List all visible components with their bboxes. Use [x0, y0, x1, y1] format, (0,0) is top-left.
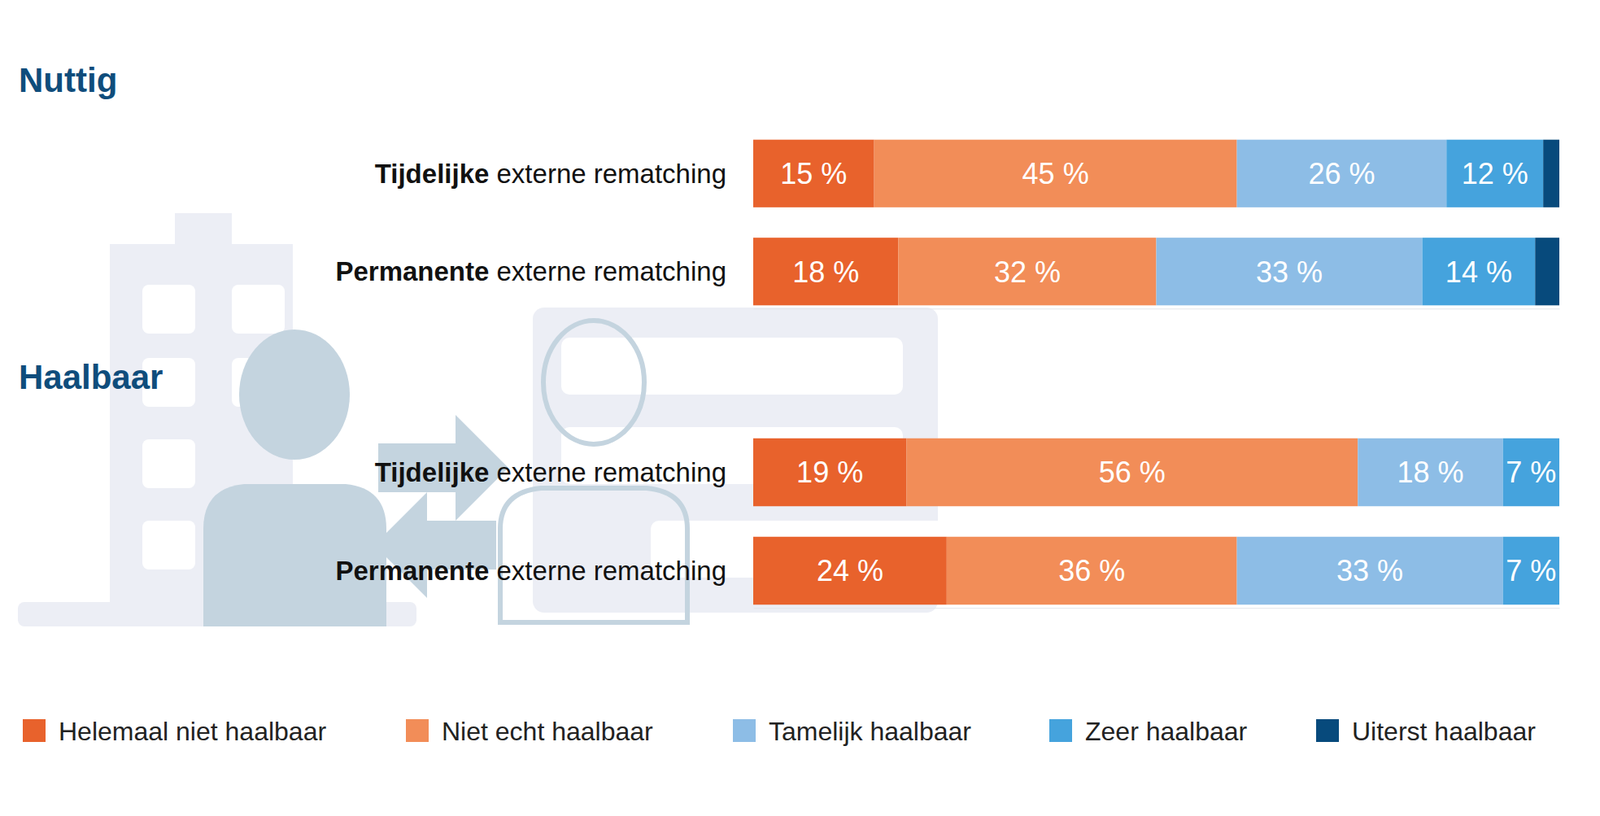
- legend-label: Zeer haalbaar: [1085, 716, 1248, 746]
- bar-segment: [906, 438, 1358, 506]
- legend-label: Tamelijk haalbaar: [768, 716, 972, 746]
- bar-segment: [1357, 438, 1503, 506]
- legend-swatch: [1049, 719, 1073, 742]
- background-illustration: [17, 213, 993, 627]
- bar-segment: [753, 438, 907, 506]
- legend-item: Zeer haalbaar: [1049, 716, 1248, 746]
- document-line: [561, 337, 903, 395]
- legend-swatch: [1316, 719, 1339, 742]
- data-label: 32 %: [994, 255, 1061, 289]
- bar-segment: [1237, 536, 1504, 605]
- x-axis: [754, 607, 1561, 609]
- category-label: Permanente externe rematching: [335, 256, 727, 287]
- bar-segment: [1503, 438, 1560, 506]
- legend-item: Uiterst haalbaar: [1316, 716, 1536, 746]
- category-label: Permanente externe rematching: [335, 555, 727, 586]
- data-label: 18 %: [792, 255, 859, 289]
- data-label: 26 %: [1307, 156, 1375, 191]
- legend-label: Niet echt haalbaar: [441, 716, 654, 746]
- bar-segment: [1534, 237, 1560, 306]
- bar-segment: [753, 536, 947, 605]
- category-label: Tijdelijke externe rematching: [374, 457, 727, 488]
- person-head: [239, 329, 350, 460]
- bar-segment: [1503, 536, 1560, 605]
- legend-item: Tamelijk haalbaar: [732, 716, 972, 746]
- bar-segment: [753, 139, 875, 208]
- data-labels: 15 % 45 % 26 % 12 % 18 % 32 % 33 % 14 %: [780, 156, 1528, 288]
- chart-panel: Haalbaar Tijdelijke externe rematching Per…: [18, 357, 1561, 609]
- bar-segment: [1237, 139, 1448, 208]
- legend-swatch: [732, 719, 756, 742]
- axis-line: [754, 607, 1561, 609]
- data-label: 18 %: [1396, 455, 1464, 489]
- data-label: 15 %: [780, 156, 847, 191]
- legend-label: Helemaal niet haalbaar: [58, 716, 327, 746]
- data-label: 45 %: [1022, 156, 1090, 191]
- bar-segment: [1559, 438, 1561, 506]
- bar-segment: [1156, 237, 1423, 306]
- building-window: [142, 439, 196, 489]
- legend-swatch: [22, 719, 46, 742]
- data-label: 19 %: [796, 455, 864, 489]
- data-label: 56 %: [1098, 455, 1166, 489]
- bar-segment: [874, 139, 1238, 208]
- bar-segment: [898, 237, 1156, 306]
- chart-root: Nuttig Tijdelijke externe rematching Perma…: [0, 0, 1600, 816]
- data-label: 33 %: [1255, 255, 1323, 289]
- data-label: 7 %: [1505, 553, 1557, 588]
- building-window: [142, 284, 196, 334]
- axis-line: [754, 308, 1561, 310]
- legend-item: Helemaal niet haalbaar: [22, 716, 327, 746]
- bar-segment: [1543, 139, 1560, 208]
- bar-segment: [753, 237, 899, 306]
- data-label: 33 %: [1336, 553, 1404, 588]
- bar-segment: [1422, 237, 1536, 306]
- data-label: 24 %: [816, 553, 884, 588]
- data-label: 14 %: [1445, 255, 1513, 289]
- chart-title: Haalbaar: [18, 357, 163, 397]
- bar-segment: [1446, 139, 1544, 208]
- category-label: Tijdelijke externe rematching: [374, 158, 727, 189]
- x-axis: [754, 308, 1561, 310]
- person2-head: [543, 320, 645, 445]
- legend-label: Uiterst haalbaar: [1351, 716, 1536, 746]
- building-top: [174, 213, 232, 250]
- chart-title: Nuttig: [18, 61, 118, 100]
- bars: [753, 139, 1560, 306]
- data-labels: 19 % 56 % 18 % 7 % 24 % 36 % 33 % 7 %: [796, 455, 1557, 588]
- building-window: [142, 520, 196, 570]
- bars: [753, 438, 1560, 605]
- legend: Helemaal niet haalbaar Niet echt haalbaar…: [22, 716, 1536, 746]
- data-label: 36 %: [1058, 553, 1125, 588]
- chart-panel: Nuttig Tijdelijke externe rematching Perma…: [18, 61, 1561, 310]
- data-label: 12 %: [1461, 156, 1529, 191]
- legend-item: Niet echt haalbaar: [405, 716, 654, 746]
- bar-segment: [946, 536, 1238, 605]
- building-window: [231, 284, 285, 334]
- data-label: 7 %: [1505, 455, 1557, 489]
- legend-swatch: [405, 719, 429, 742]
- bar-segment: [1559, 536, 1561, 605]
